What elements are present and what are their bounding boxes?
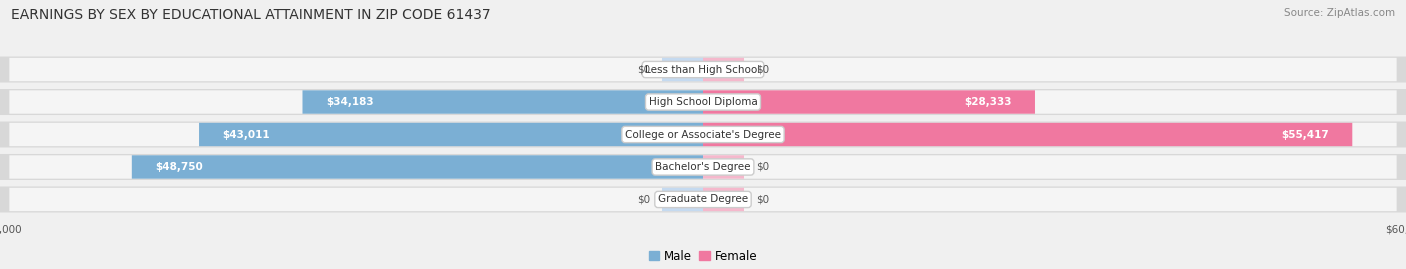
Legend: Male, Female: Male, Female bbox=[648, 250, 758, 263]
Text: $0: $0 bbox=[756, 194, 769, 204]
Text: $28,333: $28,333 bbox=[965, 97, 1011, 107]
Text: $55,417: $55,417 bbox=[1281, 129, 1329, 140]
Text: College or Associate's Degree: College or Associate's Degree bbox=[626, 129, 780, 140]
FancyBboxPatch shape bbox=[200, 123, 703, 146]
FancyBboxPatch shape bbox=[10, 90, 1396, 114]
FancyBboxPatch shape bbox=[10, 123, 1396, 146]
FancyBboxPatch shape bbox=[703, 123, 1353, 146]
Text: $48,750: $48,750 bbox=[155, 162, 202, 172]
Text: $34,183: $34,183 bbox=[326, 97, 374, 107]
Text: $43,011: $43,011 bbox=[222, 129, 270, 140]
FancyBboxPatch shape bbox=[662, 188, 703, 211]
Text: High School Diploma: High School Diploma bbox=[648, 97, 758, 107]
Text: Source: ZipAtlas.com: Source: ZipAtlas.com bbox=[1284, 8, 1395, 18]
FancyBboxPatch shape bbox=[0, 186, 1406, 213]
Text: Bachelor's Degree: Bachelor's Degree bbox=[655, 162, 751, 172]
FancyBboxPatch shape bbox=[10, 58, 1396, 81]
FancyBboxPatch shape bbox=[703, 58, 744, 81]
FancyBboxPatch shape bbox=[0, 56, 1406, 83]
FancyBboxPatch shape bbox=[132, 155, 703, 179]
Text: $0: $0 bbox=[756, 65, 769, 75]
Text: $0: $0 bbox=[756, 162, 769, 172]
FancyBboxPatch shape bbox=[302, 90, 703, 114]
FancyBboxPatch shape bbox=[10, 155, 1396, 179]
Text: Less than High School: Less than High School bbox=[645, 65, 761, 75]
Text: $0: $0 bbox=[637, 65, 650, 75]
FancyBboxPatch shape bbox=[0, 122, 1406, 147]
Text: EARNINGS BY SEX BY EDUCATIONAL ATTAINMENT IN ZIP CODE 61437: EARNINGS BY SEX BY EDUCATIONAL ATTAINMEN… bbox=[11, 8, 491, 22]
FancyBboxPatch shape bbox=[10, 188, 1396, 211]
FancyBboxPatch shape bbox=[0, 154, 1406, 180]
FancyBboxPatch shape bbox=[0, 89, 1406, 115]
Text: $0: $0 bbox=[637, 194, 650, 204]
FancyBboxPatch shape bbox=[703, 155, 744, 179]
FancyBboxPatch shape bbox=[703, 188, 744, 211]
Text: Graduate Degree: Graduate Degree bbox=[658, 194, 748, 204]
FancyBboxPatch shape bbox=[662, 58, 703, 81]
FancyBboxPatch shape bbox=[703, 90, 1035, 114]
